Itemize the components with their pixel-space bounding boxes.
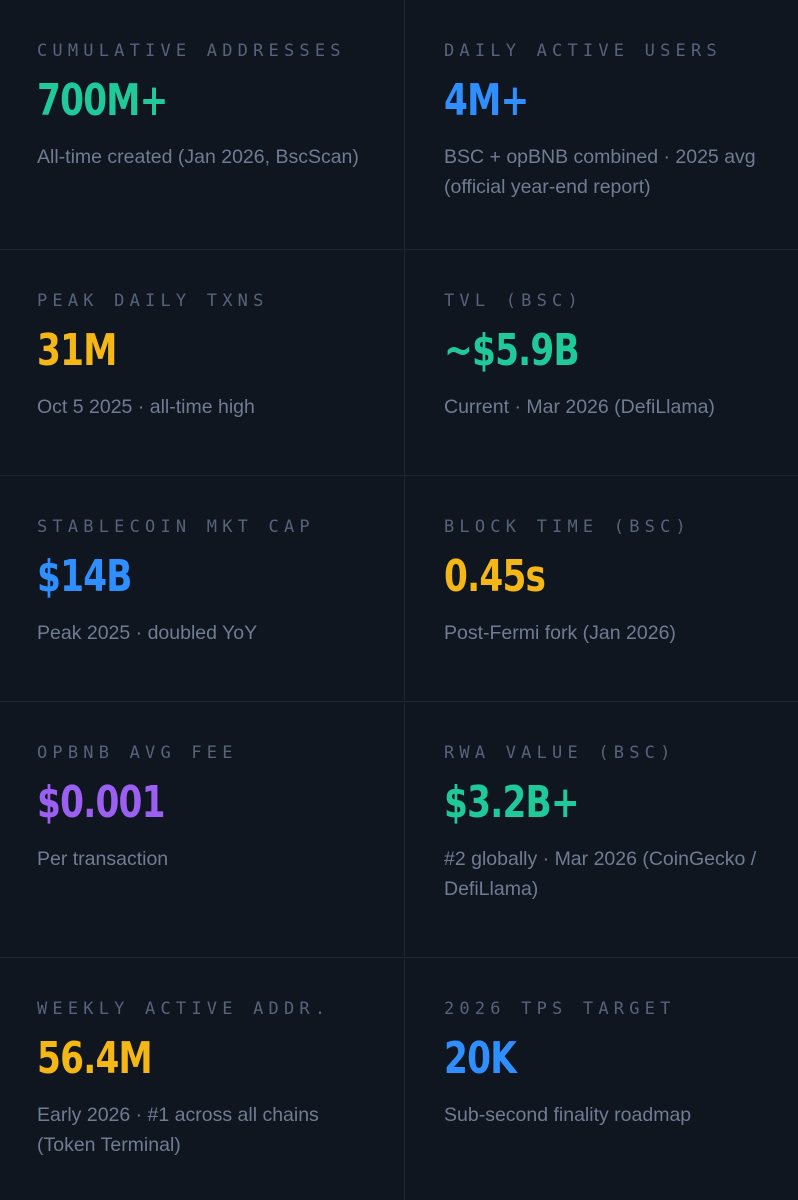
stat-label: DAILY ACTIVE USERS	[444, 41, 722, 61]
stat-label: CUMULATIVE ADDRESSES	[37, 41, 346, 61]
stat-value: $14B	[37, 551, 132, 602]
stat-label: WEEKLY ACTIVE ADDR.	[37, 999, 331, 1019]
stats-row: OPBNB AVG FEE $0.001 Per transaction RWA…	[0, 702, 798, 958]
stat-description: Current · Mar 2026 (DefiLlama)	[444, 396, 715, 418]
stat-description: Post-Fermi fork (Jan 2026)	[444, 622, 676, 644]
stat-card-tvl: TVL (BSC) ~$5.9B Current · Mar 2026 (Def…	[404, 250, 798, 475]
stat-label: BLOCK TIME (BSC)	[444, 517, 691, 537]
stat-value: ~$5.9B	[444, 325, 580, 376]
stat-label: RWA VALUE (BSC)	[444, 743, 676, 763]
stats-row: PEAK DAILY TXNS 31M Oct 5 2025 · all-tim…	[0, 250, 798, 476]
stat-card-cumulative-addresses: CUMULATIVE ADDRESSES 700M+ All-time crea…	[0, 0, 404, 249]
stat-label: STABLECOIN MKT CAP	[37, 517, 315, 537]
stat-description: Per transaction	[37, 848, 169, 870]
stat-label: PEAK DAILY TXNS	[37, 291, 269, 311]
stat-label: TVL (BSC)	[444, 291, 583, 311]
stat-card-opbnb-avg-fee: OPBNB AVG FEE $0.001 Per transaction	[0, 702, 404, 957]
stat-card-rwa-value: RWA VALUE (BSC) $3.2B+ #2 globally · Mar…	[404, 702, 798, 957]
stat-value: 31M	[37, 325, 117, 376]
stat-card-block-time: BLOCK TIME (BSC) 0.45s Post-Fermi fork (…	[404, 476, 798, 701]
stat-description: #2 globally · Mar 2026 (CoinGecko / Defi…	[444, 848, 757, 900]
stat-value: 0.45s	[444, 551, 546, 602]
stat-description: Peak 2025 · doubled YoY	[37, 622, 258, 644]
stat-value: 700M+	[37, 75, 168, 126]
stat-description: All-time created (Jan 2026, BscScan)	[37, 146, 359, 168]
stat-value: $3.2B+	[444, 777, 580, 828]
stat-value: $0.001	[37, 777, 166, 828]
stat-value: 20K	[444, 1033, 517, 1084]
stats-row: CUMULATIVE ADDRESSES 700M+ All-time crea…	[0, 0, 798, 250]
stat-card-stablecoin-mkt-cap: STABLECOIN MKT CAP $14B Peak 2025 · doub…	[0, 476, 404, 701]
stat-card-tps-target: 2026 TPS TARGET 20K Sub-second finality …	[404, 958, 798, 1200]
stat-description: Oct 5 2025 · all-time high	[37, 396, 255, 418]
stats-row: STABLECOIN MKT CAP $14B Peak 2025 · doub…	[0, 476, 798, 702]
stat-card-daily-active-users: DAILY ACTIVE USERS 4M+ BSC + opBNB combi…	[404, 0, 798, 249]
stat-value: 4M+	[444, 75, 529, 126]
stat-label: OPBNB AVG FEE	[37, 743, 238, 763]
stat-description: BSC + opBNB combined · 2025 avg (officia…	[444, 146, 756, 198]
stat-label: 2026 TPS TARGET	[444, 999, 676, 1019]
stat-card-peak-daily-txns: PEAK DAILY TXNS 31M Oct 5 2025 · all-tim…	[0, 250, 404, 475]
stat-card-weekly-active-addr: WEEKLY ACTIVE ADDR. 56.4M Early 2026 · #…	[0, 958, 404, 1200]
stat-description: Sub-second finality roadmap	[444, 1104, 692, 1126]
stat-value: 56.4M	[37, 1033, 153, 1084]
stats-row: WEEKLY ACTIVE ADDR. 56.4M Early 2026 · #…	[0, 958, 798, 1200]
stat-description: Early 2026 · #1 across all chains (Token…	[37, 1104, 319, 1156]
